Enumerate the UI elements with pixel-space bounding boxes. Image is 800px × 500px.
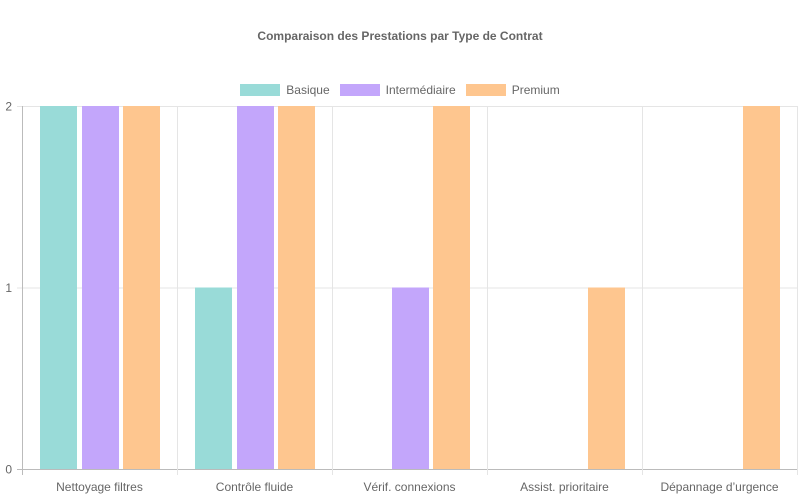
bar-intermédiaire	[392, 287, 429, 469]
legend-swatch	[339, 84, 380, 96]
legend-item-basique[interactable]: Basique	[240, 83, 330, 97]
bar-premium	[278, 106, 315, 469]
x-tick-label: Contrôle fluide	[216, 480, 294, 494]
legend-swatch	[465, 84, 506, 96]
y-tick-label: 1	[5, 281, 12, 295]
legend-item-intermediaire[interactable]: Intermédiaire	[339, 83, 456, 97]
x-tick-label: Nettoyage filtres	[56, 480, 143, 494]
x-tick-label: Assist. prioritaire	[520, 480, 609, 494]
x-tick-label: Vérif. connexions	[363, 480, 455, 494]
bar-basique	[40, 106, 77, 469]
bar-premium	[743, 106, 780, 469]
chart-title: Comparaison des Prestations par Type de …	[257, 29, 543, 43]
bar-premium	[433, 106, 470, 469]
bar-premium	[123, 106, 160, 469]
bar-basique	[195, 287, 232, 469]
legend-label: Intermédiaire	[385, 83, 456, 97]
legend-label: Premium	[511, 83, 560, 97]
legend-label: Basique	[286, 83, 330, 97]
legend: Basique Intermédiaire Premium	[0, 83, 800, 97]
y-tick-label: 2	[5, 100, 12, 114]
bar-intermédiaire	[237, 106, 274, 469]
y-tick-label: 0	[5, 463, 12, 477]
legend-item-premium[interactable]: Premium	[465, 83, 560, 97]
bar-premium	[588, 287, 625, 469]
x-tick-label: Dépannage d’urgence	[660, 480, 778, 494]
legend-swatch	[240, 84, 281, 96]
bar-intermédiaire	[82, 106, 119, 469]
